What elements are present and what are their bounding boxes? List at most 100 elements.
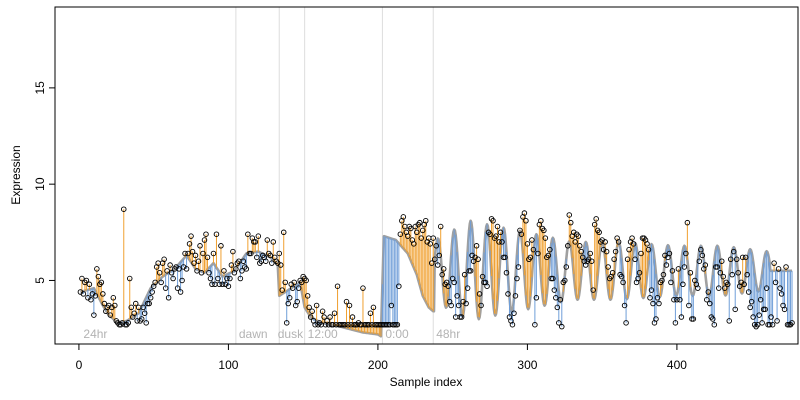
data-point — [669, 268, 676, 274]
region-label: 0:00 — [385, 327, 409, 341]
data-point — [307, 314, 314, 320]
data-point — [289, 285, 296, 291]
data-point — [197, 243, 203, 249]
data-point — [342, 321, 348, 328]
data-point — [418, 235, 425, 241]
data-point — [611, 256, 617, 263]
data-point — [349, 314, 356, 320]
data-point — [201, 237, 208, 243]
data-point — [762, 306, 768, 313]
data-point — [663, 262, 670, 268]
data-point — [204, 254, 211, 261]
data-point — [745, 289, 752, 295]
data-point — [487, 231, 493, 237]
data-point — [434, 262, 441, 268]
data-point — [224, 275, 230, 282]
data-point — [125, 320, 132, 326]
data-point — [768, 314, 774, 320]
data-point — [535, 250, 541, 257]
data-point — [101, 300, 108, 307]
data-point — [678, 314, 685, 320]
data-point — [750, 314, 756, 320]
data-point — [132, 300, 139, 307]
data-point — [621, 302, 628, 309]
data-point — [134, 318, 140, 324]
data-point — [512, 293, 519, 299]
data-point — [493, 233, 499, 239]
data-point — [759, 320, 765, 326]
data-point — [227, 275, 233, 282]
data-point — [156, 269, 163, 276]
data-point — [603, 248, 610, 255]
data-point — [511, 310, 517, 316]
data-point — [458, 314, 465, 320]
data-point — [167, 262, 173, 268]
data-point — [280, 229, 287, 236]
data-point — [221, 268, 227, 274]
data-point — [645, 246, 652, 253]
data-point — [263, 258, 269, 264]
data-point — [448, 302, 454, 309]
data-point — [551, 287, 558, 293]
data-point — [216, 281, 223, 288]
data-point — [233, 266, 239, 272]
data-point — [110, 295, 117, 301]
data-point — [162, 285, 169, 291]
data-point — [170, 275, 176, 282]
data-point — [397, 231, 404, 237]
data-point — [107, 312, 114, 318]
x-axis: 0 100 200 300 400 — [76, 343, 687, 372]
data-point — [721, 285, 728, 291]
data-point — [282, 279, 288, 286]
data-point — [763, 285, 770, 291]
plot-frame — [54, 6, 799, 345]
region-label: dusk — [278, 327, 304, 341]
data-point — [647, 295, 653, 301]
data-point — [343, 298, 350, 305]
data-point — [515, 264, 522, 270]
region-label: 48hr — [436, 327, 460, 341]
data-point — [524, 241, 531, 247]
data-point — [705, 289, 712, 295]
data-point — [210, 250, 217, 257]
data-point — [744, 271, 750, 278]
data-point — [497, 229, 504, 236]
data-point — [542, 235, 549, 241]
data-point — [366, 321, 372, 328]
data-point — [630, 241, 637, 247]
data-point — [298, 279, 305, 286]
data-point — [91, 312, 97, 318]
region-label: 24hr — [83, 327, 107, 341]
data-point — [138, 316, 145, 322]
data-point — [112, 302, 118, 309]
data-point — [636, 269, 643, 276]
data-point — [331, 310, 338, 316]
data-point — [538, 218, 544, 224]
data-point — [529, 237, 535, 243]
data-point — [714, 264, 721, 270]
data-point — [188, 233, 194, 239]
data-point — [254, 254, 260, 261]
data-point — [285, 300, 291, 307]
data-point — [209, 281, 215, 288]
data-point — [541, 227, 547, 234]
data-point — [556, 320, 562, 326]
fitted-line — [79, 219, 793, 338]
data-point — [756, 312, 762, 318]
data-point — [575, 233, 581, 239]
data-point — [565, 243, 571, 249]
data-point — [675, 266, 682, 272]
data-point — [553, 295, 559, 301]
data-point — [192, 252, 199, 259]
data-point — [131, 310, 137, 316]
data-point — [545, 252, 552, 259]
data-point — [774, 318, 780, 324]
data-point — [189, 248, 196, 255]
data-point — [225, 283, 232, 289]
data-point — [185, 250, 191, 257]
data-point — [724, 281, 731, 288]
data-point — [578, 248, 584, 255]
data-point — [720, 273, 727, 280]
residual-segments — [81, 209, 793, 337]
